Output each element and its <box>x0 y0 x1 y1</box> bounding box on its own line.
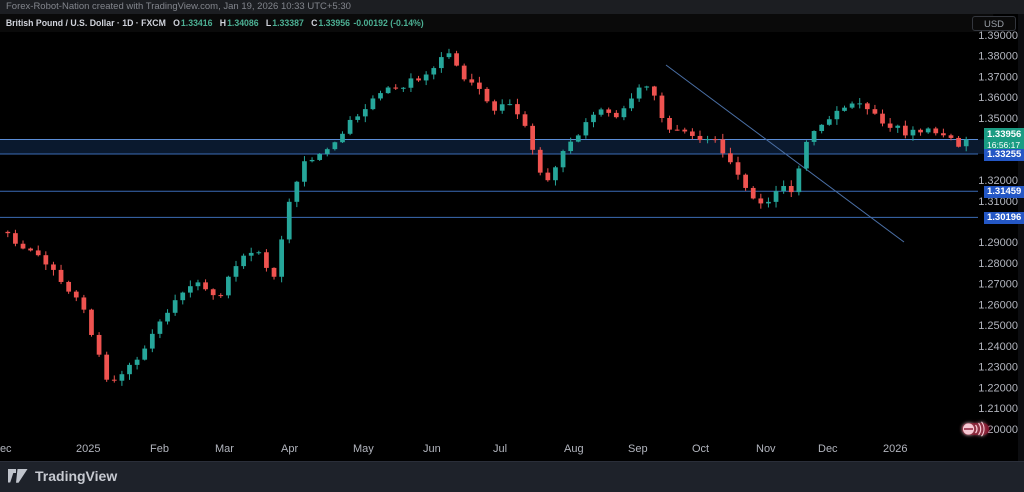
svg-text:1.39000: 1.39000 <box>978 30 1018 42</box>
svg-text:Dec: Dec <box>818 443 838 455</box>
svg-text:May: May <box>353 443 374 455</box>
svg-text:1.24000: 1.24000 <box>978 341 1018 353</box>
svg-text:1.37000: 1.37000 <box>978 71 1018 83</box>
svg-text:1.22000: 1.22000 <box>978 382 1018 394</box>
svg-text:Jun: Jun <box>423 443 441 455</box>
svg-text:1.27000: 1.27000 <box>978 279 1018 291</box>
svg-text:2025: 2025 <box>76 443 100 455</box>
svg-text:1.26000: 1.26000 <box>978 299 1018 311</box>
svg-text:1.25000: 1.25000 <box>978 320 1018 332</box>
svg-text:Apr: Apr <box>281 443 298 455</box>
svg-text:1.23000: 1.23000 <box>978 362 1018 374</box>
svg-text:1.36000: 1.36000 <box>978 92 1018 104</box>
svg-text:Aug: Aug <box>564 443 584 455</box>
svg-text:Feb: Feb <box>150 443 169 455</box>
svg-text:1.35000: 1.35000 <box>978 113 1018 125</box>
svg-text:2026: 2026 <box>883 443 907 455</box>
svg-text:Nov: Nov <box>756 443 776 455</box>
svg-text:Mar: Mar <box>215 443 234 455</box>
svg-text:1.38000: 1.38000 <box>978 51 1018 63</box>
svg-text:Jul: Jul <box>493 443 507 455</box>
svg-text:Sep: Sep <box>628 443 648 455</box>
svg-text:1.21000: 1.21000 <box>978 403 1018 415</box>
svg-text:Dec: Dec <box>0 443 12 455</box>
svg-text:1.28000: 1.28000 <box>978 258 1018 270</box>
svg-text:Oct: Oct <box>692 443 709 455</box>
svg-text:1.29000: 1.29000 <box>978 237 1018 249</box>
